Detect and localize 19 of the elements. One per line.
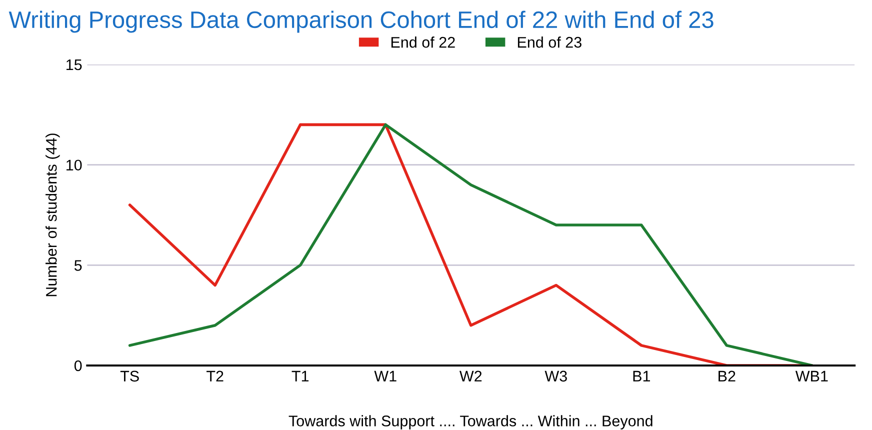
legend-label: End of 23 xyxy=(518,36,582,48)
x-tick-label: B2 xyxy=(718,370,736,382)
x-tick-label: W3 xyxy=(544,370,567,382)
y-tick-label: 10 xyxy=(66,160,82,171)
y-tick-label: 15 xyxy=(66,60,82,70)
x-tick-label: WB1 xyxy=(795,370,828,382)
x-tick-label: T2 xyxy=(206,370,224,382)
line-series xyxy=(128,123,814,366)
x-tick-label: W1 xyxy=(374,370,396,382)
x-tick-label: W2 xyxy=(459,370,482,382)
chart-title: Writing Progress Data Comparison Cohort End of 22 with End of 23 xyxy=(8,10,714,33)
x-tick-label: T1 xyxy=(292,370,309,382)
y-axis-title: Number of students (44) xyxy=(46,134,60,296)
x-tick-label: B1 xyxy=(633,370,650,382)
y-tick-label: 0 xyxy=(74,360,82,372)
legend-label: End of 22 xyxy=(391,36,455,48)
y-tick-label: 5 xyxy=(74,260,82,271)
x-tick-label: TS xyxy=(120,370,139,382)
x-axis-title: Towards with Support .... Towards ... Within ... Beyond xyxy=(288,415,652,430)
